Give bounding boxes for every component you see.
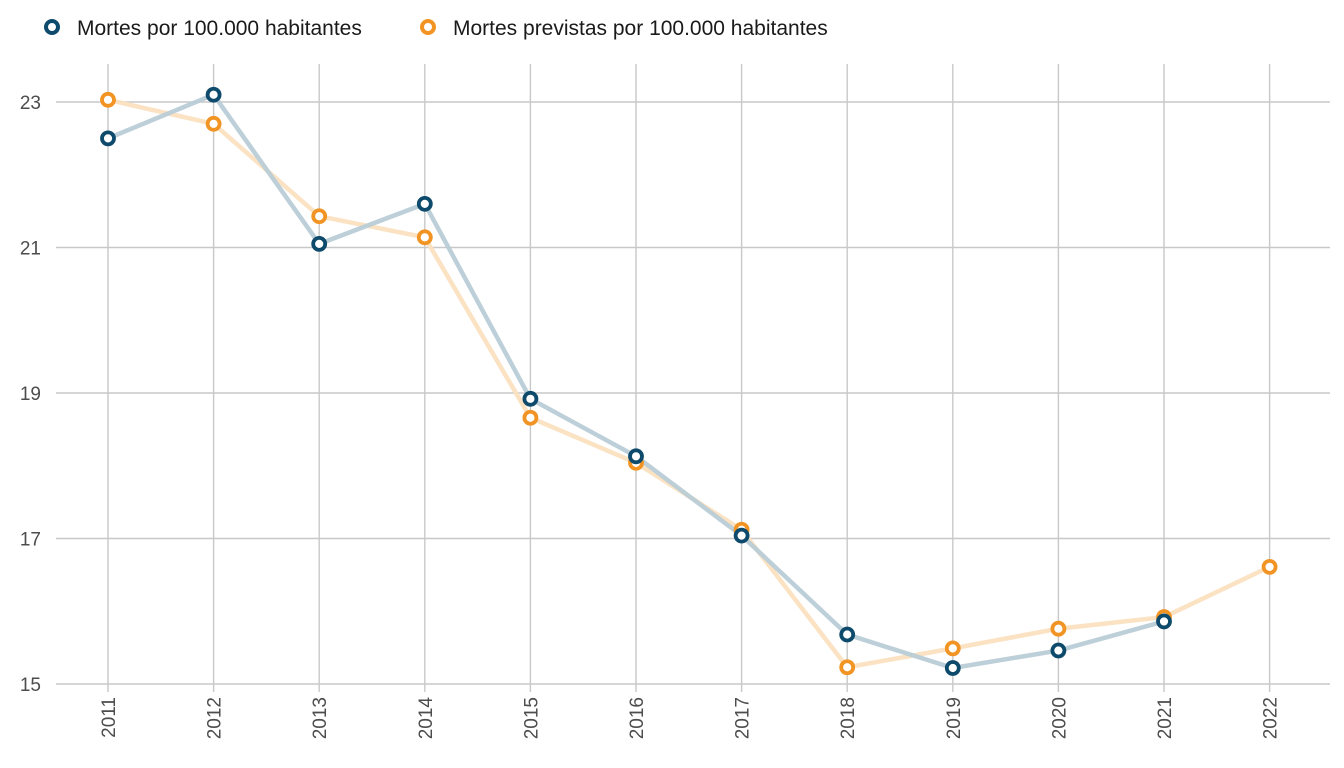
x-tick-label: 2017 [733, 697, 754, 739]
x-tick-label: 2011 [99, 697, 120, 738]
data-point-series-0 [205, 86, 222, 103]
y-tick-label: 17 [20, 530, 41, 551]
data-point-series-0 [311, 235, 328, 252]
data-point-series-1 [100, 91, 116, 108]
x-tick-label: 2012 [205, 697, 226, 739]
data-point-series-0 [100, 130, 116, 147]
data-point-series-0 [1156, 613, 1172, 630]
data-point-series-0 [628, 448, 644, 465]
y-tick-label: 19 [20, 384, 41, 405]
data-point-series-1 [1050, 620, 1067, 637]
series-lines [105, 92, 1272, 671]
series-line-1 [105, 97, 1272, 670]
grid-lines [56, 64, 1330, 692]
x-tick-label: 2022 [1261, 697, 1282, 739]
data-point-series-1 [205, 115, 222, 132]
y-tick-label: 23 [20, 93, 41, 114]
legend-label-series-1: Mortes previstas por 100.000 habitantes [453, 17, 828, 40]
x-tick-label: 2018 [838, 697, 859, 739]
x-tick-label: 2021 [1155, 697, 1176, 739]
data-point-series-1 [944, 640, 961, 657]
data-point-series-0 [733, 527, 750, 544]
x-tick-label: 2016 [627, 697, 648, 739]
y-tick-label: 21 [20, 239, 41, 260]
data-point-series-1 [522, 409, 539, 426]
y-axis-tick-labels: 15 17 19 21 23 [20, 93, 41, 696]
legend-marker-series-1 [420, 19, 436, 35]
data-point-series-0 [1050, 642, 1067, 659]
x-tick-label: 2020 [1049, 697, 1070, 739]
x-tick-label: 2013 [310, 697, 331, 739]
data-point-series-0 [944, 660, 961, 676]
x-axis-tick-labels: 2011 2012 2013 2014 2015 2016 2017 2018 2019 2020… [99, 697, 1282, 740]
x-tick-label: 2014 [416, 697, 437, 740]
legend: Mortes por 100.000 habitantes Mortes pre… [44, 17, 828, 40]
data-point-series-1 [416, 229, 433, 246]
data-point-series-1 [1261, 558, 1278, 575]
data-point-series-1 [839, 659, 856, 676]
x-tick-label: 2015 [521, 697, 542, 739]
data-point-series-0 [416, 195, 433, 212]
series-points [100, 86, 1278, 676]
y-tick-label: 15 [20, 675, 41, 696]
x-tick-label: 2019 [944, 697, 965, 739]
legend-label-series-0: Mortes por 100.000 habitantes [77, 17, 362, 40]
data-point-series-0 [839, 626, 856, 643]
data-point-series-0 [522, 390, 539, 407]
data-point-series-1 [311, 208, 328, 225]
legend-marker-series-0 [44, 19, 60, 35]
